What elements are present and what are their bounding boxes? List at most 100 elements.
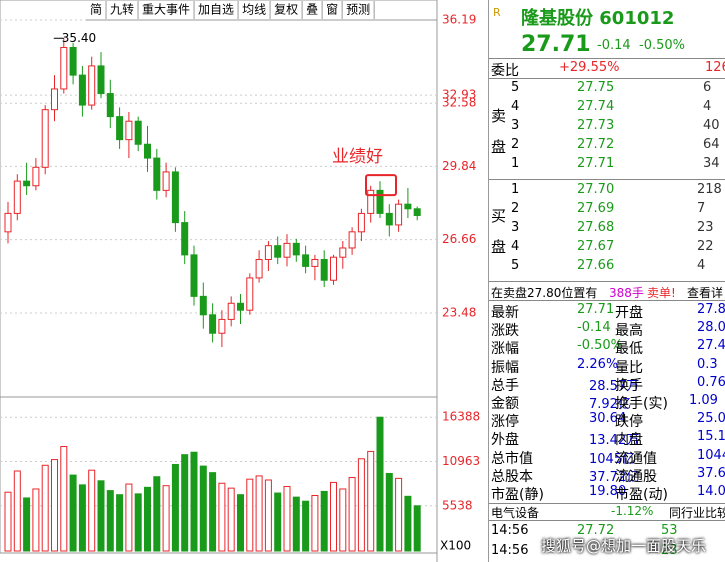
volume-bar — [106, 490, 114, 552]
candle-body — [134, 120, 142, 145]
candle-body — [376, 189, 384, 214]
sector-link[interactable]: 同行业比较 — [669, 506, 725, 520]
volume-bar — [69, 474, 77, 552]
volume: 4 — [697, 258, 706, 273]
stat-label: 内盘 — [615, 432, 643, 449]
side-label: 卖 — [491, 107, 507, 125]
candle-body — [144, 143, 151, 159]
volume: 34 — [703, 156, 720, 171]
candle-body — [413, 208, 421, 216]
level: 1 — [511, 156, 520, 171]
candle-body — [246, 277, 254, 311]
notice: 卖单! — [647, 286, 676, 300]
stat-label: 金额 — [491, 396, 519, 412]
volume-bar — [264, 479, 272, 552]
stat-value: -0.14 — [577, 320, 611, 336]
side-label: 盘 — [491, 138, 507, 156]
volume-bar — [320, 490, 328, 552]
stat-label: 开盘 — [615, 305, 643, 321]
candle-body — [255, 258, 263, 279]
annotation-box — [365, 174, 397, 197]
notice: 388手 — [609, 286, 644, 300]
candle-body — [264, 245, 272, 260]
candle-body — [23, 180, 31, 187]
candle-body — [153, 157, 161, 191]
candle-body — [330, 256, 337, 281]
level: 3 — [511, 220, 520, 235]
toolbar-button[interactable]: 简 — [90, 3, 102, 17]
price: 27.72 — [577, 137, 615, 152]
volume-bar — [199, 465, 207, 552]
side-label: 盘 — [491, 238, 507, 256]
stat-value: 2.26% — [577, 356, 619, 372]
candle-body — [125, 120, 133, 141]
stat-value: 28.57万 — [589, 378, 640, 394]
volume-bar — [218, 482, 226, 552]
toolbar-button[interactable]: 九转 — [110, 2, 134, 17]
stat-value: 30.64 — [589, 411, 627, 427]
volume-bar — [292, 496, 300, 552]
candle-body — [302, 254, 310, 267]
stat-value: 13.42万 — [589, 433, 640, 449]
toolbar-button[interactable]: 均线 — [242, 3, 266, 17]
volume-bar — [88, 469, 96, 552]
level: 5 — [511, 258, 520, 273]
candle-body — [209, 314, 217, 334]
candle-body — [116, 116, 124, 141]
volume-bar — [274, 492, 282, 552]
volume-bar — [385, 472, 393, 552]
toolbar-button[interactable]: 重大事件 — [142, 3, 190, 17]
notice-link[interactable]: 查看详 — [687, 286, 724, 300]
volume-bar — [4, 491, 12, 552]
toolbar-button[interactable]: 窗 — [326, 3, 338, 17]
value: +29.55% — [559, 60, 620, 75]
candle-body — [13, 180, 21, 214]
tick-volume: 23 — [661, 543, 678, 558]
volume-bar — [237, 494, 244, 552]
stat-value: 1044 — [697, 447, 725, 463]
candle-body — [181, 222, 189, 256]
volume-bar — [413, 505, 421, 552]
candle-body — [385, 212, 393, 226]
stat-label: 涨幅 — [491, 341, 519, 358]
stat-label: 量比 — [615, 359, 643, 376]
stat-value: 14.0 — [697, 484, 725, 499]
stat-value: 15.15 — [697, 429, 725, 445]
level: 1 — [511, 182, 520, 197]
y-tick-label: 5538 — [442, 498, 473, 512]
volume-bar — [23, 497, 31, 552]
volume: 23 — [697, 220, 714, 235]
volume-bar — [357, 458, 365, 552]
pct: -0.50% — [639, 38, 685, 53]
volume-bar — [13, 470, 21, 552]
y-tick-label: 32.93 — [442, 88, 476, 102]
logo: R — [493, 6, 501, 19]
candle-body — [106, 93, 114, 118]
toolbar-button[interactable]: 加自选 — [198, 3, 234, 17]
stat-value: 37.72亿 — [589, 469, 640, 485]
notice: 在卖盘27.80位置有 — [491, 286, 598, 300]
toolbar-button[interactable]: 叠 — [306, 3, 318, 17]
divider — [489, 179, 725, 180]
candle-body — [199, 295, 207, 316]
volume-bar — [171, 463, 179, 552]
price: 27.71 — [577, 156, 615, 171]
y-tick-label: 32.58 — [442, 96, 476, 110]
stat-value: 37.68 — [697, 465, 725, 481]
level: 2 — [511, 201, 520, 216]
toolbar-button[interactable]: 复权 — [274, 3, 298, 17]
toolbar-button[interactable]: 预测 — [346, 3, 370, 17]
candle-body — [60, 46, 68, 90]
volume-bar — [97, 480, 105, 552]
volume-bar — [395, 477, 403, 552]
y-tick-label: 16388 — [442, 410, 480, 424]
volume: 22 — [697, 239, 714, 254]
y-tick-label: 29.84 — [442, 159, 476, 173]
stat-label: 涨停 — [491, 414, 519, 431]
price: 27.67 — [577, 239, 615, 254]
stat-label: 流通股 — [615, 468, 657, 485]
stat-label: 换手 — [615, 377, 643, 394]
tick-price: 27.72 — [577, 523, 615, 538]
volume-bar — [153, 476, 161, 552]
